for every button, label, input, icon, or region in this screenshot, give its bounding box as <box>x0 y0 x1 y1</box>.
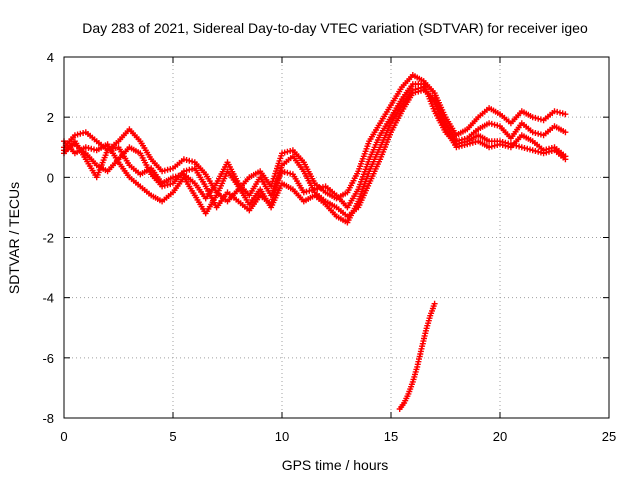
y-tick-label: 4 <box>47 50 54 65</box>
data-point-marker <box>562 111 569 118</box>
data-point-marker <box>161 167 168 174</box>
y-tick-label: 2 <box>47 110 54 125</box>
data-point-marker <box>532 114 539 121</box>
data-point-marker <box>562 129 569 136</box>
chart-title: Day 283 of 2021, Sidereal Day-to-day VTE… <box>82 20 588 36</box>
y-tick-label: 0 <box>47 170 54 185</box>
y-tick-label: -6 <box>42 351 54 366</box>
axis-ticks: 0 5 10 15 20 25 -8 -6 -4 -2 0 2 4 <box>42 50 616 444</box>
data-point-marker <box>110 145 116 152</box>
x-tick-label: 15 <box>384 429 398 444</box>
data-point-marker <box>284 169 291 176</box>
data-point-marker <box>513 142 520 149</box>
data-point-marker <box>303 188 310 195</box>
data-point-marker <box>412 86 419 93</box>
data-point-marker <box>502 139 509 146</box>
series-track-b <box>61 87 569 220</box>
x-tick-label: 20 <box>493 429 507 444</box>
data-point-marker <box>80 130 87 136</box>
series-track-d <box>61 81 569 211</box>
series-track-e <box>396 300 438 412</box>
y-tick-label: -4 <box>42 291 54 306</box>
data-point-marker <box>456 140 463 147</box>
data-point-marker <box>488 120 495 127</box>
data-point-marker <box>562 156 569 163</box>
data-point-marker <box>85 145 92 151</box>
data-point-marker <box>317 184 324 191</box>
x-axis-label: GPS time / hours <box>282 457 389 473</box>
x-tick-label: 10 <box>275 429 289 444</box>
data-point-marker <box>521 145 528 151</box>
x-tick-label: 5 <box>169 429 176 444</box>
x-tick-label: 25 <box>602 429 616 444</box>
series-track-c <box>61 84 569 226</box>
y-tick-label: -2 <box>42 231 54 246</box>
y-tick-label: -8 <box>42 411 54 426</box>
y-axis-label: SDTVAR / TECUs <box>6 182 22 294</box>
data-point-marker <box>431 300 438 307</box>
x-tick-label: 0 <box>60 429 67 444</box>
data-point-marker <box>488 143 495 150</box>
data-point-marker <box>104 147 111 154</box>
data-point-marker <box>284 148 291 155</box>
data-point-marker <box>74 131 81 138</box>
data-point-marker <box>532 148 539 154</box>
data-point-marker <box>554 108 561 115</box>
data-point-marker <box>546 148 552 155</box>
series-layer <box>61 72 569 412</box>
